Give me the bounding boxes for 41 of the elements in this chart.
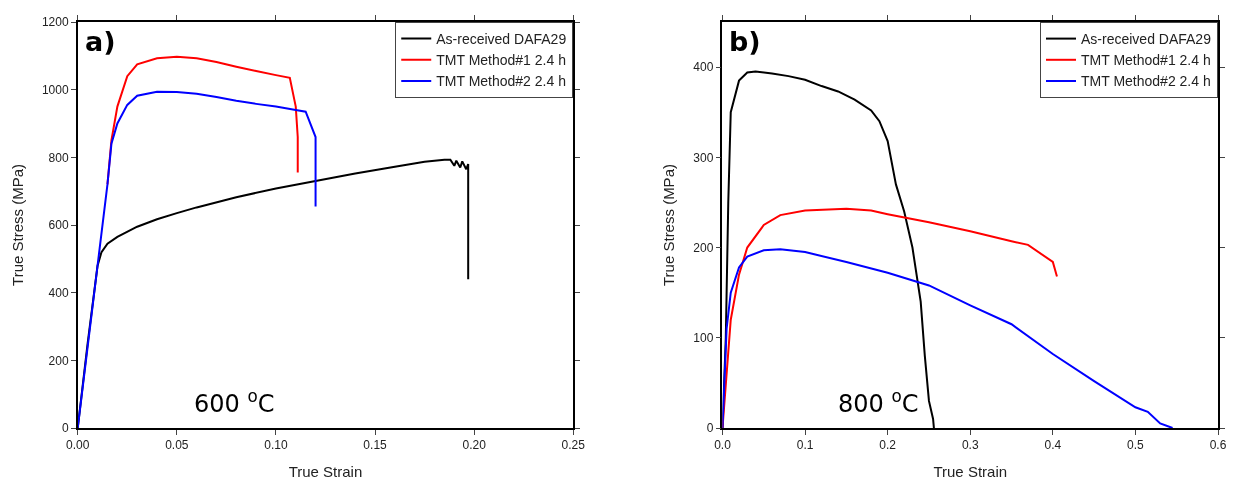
- legend-label: TMT Method#1 2.4 h: [436, 52, 566, 69]
- x-tick-label: 0.3: [961, 438, 979, 453]
- x-tick-label: 0.6: [1209, 438, 1227, 453]
- y-axis-title: True Stress (MPa): [8, 164, 26, 286]
- y-tick-label: 300: [693, 150, 714, 165]
- legend-label: As-received DAFA29: [1081, 31, 1212, 48]
- annotation: 800 $^{o}$C: [838, 386, 919, 419]
- legend-label: As-received DAFA29: [436, 31, 567, 48]
- x-tick-label: 0.15: [363, 438, 388, 453]
- annotation: 600 $^{o}$C: [194, 386, 275, 419]
- y-tick-label: 1200: [41, 15, 69, 30]
- y-tick-label: 600: [48, 218, 69, 233]
- y-tick-label: 800: [48, 150, 69, 165]
- legend-label: TMT Method#2 2.4 h: [1081, 73, 1211, 90]
- x-tick-label: 0.00: [66, 438, 90, 453]
- x-tick-label: 0.2: [879, 438, 897, 453]
- x-axis-title: True Strain: [288, 462, 363, 480]
- x-tick-label: 0.4: [1044, 438, 1062, 453]
- annotation: b): [729, 26, 761, 57]
- annotation: a): [85, 26, 116, 57]
- line-series: [722, 248, 1174, 428]
- x-tick-label: 0.5: [1127, 438, 1145, 453]
- x-tick-label: 0.25: [561, 438, 586, 453]
- x-tick-label: 0.1: [796, 438, 814, 453]
- y-tick-label: 400: [693, 60, 714, 75]
- x-tick-label: 0.0: [714, 438, 732, 453]
- y-tick-label: 0: [61, 421, 69, 436]
- y-tick-label: 200: [693, 240, 714, 255]
- legend-label: TMT Method#2 2.4 h: [436, 73, 566, 90]
- y-tick-label: 400: [48, 285, 69, 300]
- x-tick-label: 0.05: [165, 438, 189, 453]
- y-tick-label: 1000: [41, 82, 69, 97]
- y-axis-title: True Stress (MPa): [660, 164, 678, 286]
- legend-label: TMT Method#1 2.4 h: [1081, 52, 1211, 69]
- line-series: [77, 90, 317, 428]
- x-axis-title: True Strain: [933, 462, 1008, 480]
- x-tick-label: 0.10: [264, 438, 288, 453]
- y-tick-label: 0: [706, 421, 714, 436]
- x-tick-label: 0.20: [462, 438, 487, 453]
- y-tick-label: 100: [693, 330, 714, 345]
- y-tick-label: 200: [48, 353, 69, 368]
